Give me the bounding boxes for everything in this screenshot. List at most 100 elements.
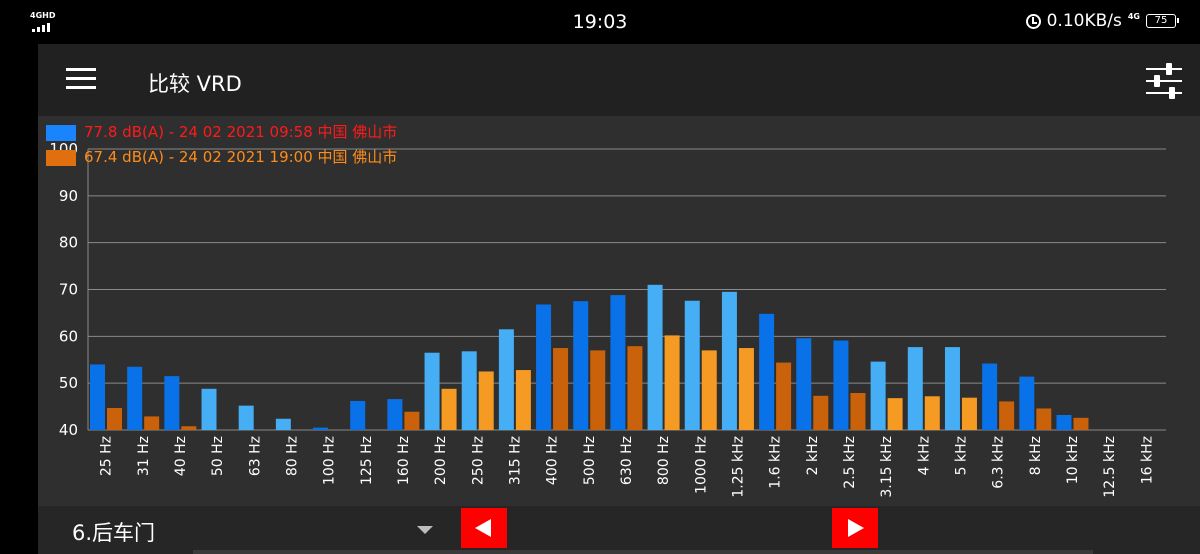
chart-legend: 77.8 dB(A) - 24 02 2021 09:58 中国 佛山市 67.… xyxy=(46,120,397,170)
bar-series-1 xyxy=(944,347,960,430)
x-tick-label: 250 Hz xyxy=(470,436,486,485)
bar-series-1 xyxy=(313,427,329,430)
x-tick-label: 100 Hz xyxy=(322,436,338,485)
bar-series-1 xyxy=(721,291,737,430)
x-tick-label: 6.3 kHz xyxy=(991,436,1007,489)
x-tick-label: 50 Hz xyxy=(210,436,226,476)
app-toolbar: 比较 VRD xyxy=(38,44,1200,116)
bottom-bar: 6.后车门 xyxy=(38,506,1200,554)
bar-series-1 xyxy=(461,351,477,430)
next-button[interactable] xyxy=(832,508,878,548)
legend-item-series-1: 77.8 dB(A) - 24 02 2021 09:58 中国 佛山市 xyxy=(46,120,397,145)
page-title: 比较 VRD xyxy=(148,72,242,96)
bar-series-1 xyxy=(573,301,589,430)
bar-series-2 xyxy=(181,426,197,430)
x-tick-label: 25 Hz xyxy=(99,436,115,476)
bar-series-2 xyxy=(738,348,754,430)
x-tick-label: 125 Hz xyxy=(359,436,375,485)
bar-series-2 xyxy=(404,411,420,430)
y-tick-label: 80 xyxy=(59,234,78,252)
clock: 19:03 xyxy=(572,11,628,33)
x-tick-label: 80 Hz xyxy=(284,436,300,476)
x-tick-label: 800 Hz xyxy=(656,436,672,485)
bar-series-2 xyxy=(590,350,606,430)
x-tick-label: 3.15 kHz xyxy=(879,436,895,498)
network-type: 4GHD xyxy=(30,11,56,20)
x-tick-label: 16 kHz xyxy=(1139,436,1155,484)
legend-swatch-series-1 xyxy=(46,124,76,141)
bar-series-2 xyxy=(924,396,940,430)
status-bar: 4GHD 19:03 0.10KB/s 4G 75 xyxy=(0,0,1200,44)
legend-swatch-series-2 xyxy=(46,149,76,166)
bar-series-2 xyxy=(813,395,829,430)
x-tick-label: 2 kHz xyxy=(805,436,821,475)
legend-item-series-2: 67.4 dB(A) - 24 02 2021 19:00 中国 佛山市 xyxy=(46,145,397,170)
bar-series-2 xyxy=(107,407,122,430)
bar-series-2 xyxy=(701,350,717,430)
legend-label-series-2: 67.4 dB(A) - 24 02 2021 19:00 中国 佛山市 xyxy=(84,148,398,166)
status-right: 0.10KB/s 4G 75 xyxy=(1025,11,1179,31)
bar-series-1 xyxy=(90,364,105,430)
bar-series-1 xyxy=(238,405,254,430)
bar-series-2 xyxy=(887,398,903,430)
bar-series-1 xyxy=(201,388,217,430)
y-tick-label: 70 xyxy=(59,281,78,299)
divider xyxy=(193,550,1093,554)
x-tick-label: 40 Hz xyxy=(173,436,189,476)
bar-series-1 xyxy=(275,418,291,430)
bar-series-1 xyxy=(387,399,403,430)
sliders-icon xyxy=(1146,63,1182,99)
x-tick-label: 2.5 kHz xyxy=(842,436,858,489)
x-tick-label: 400 Hz xyxy=(545,436,561,485)
y-tick-label: 50 xyxy=(59,374,78,392)
bar-series-2 xyxy=(627,346,643,430)
group-label: 6.后车门 xyxy=(72,521,156,545)
x-tick-label: 500 Hz xyxy=(582,436,598,485)
menu-button[interactable] xyxy=(66,68,96,90)
settings-button[interactable] xyxy=(1144,62,1184,100)
bar-series-1 xyxy=(164,376,180,430)
x-tick-label: 1.25 kHz xyxy=(731,436,747,498)
bar-series-1 xyxy=(1019,376,1035,430)
bar-series-2 xyxy=(478,371,494,430)
bar-series-1 xyxy=(907,347,923,430)
network-speed: 0.10KB/s xyxy=(1046,11,1122,31)
x-tick-label: 63 Hz xyxy=(247,436,263,476)
x-tick-label: 1.6 kHz xyxy=(768,436,784,489)
bar-series-1 xyxy=(759,313,775,430)
dropdown-arrow-icon xyxy=(417,526,433,534)
bar-series-1 xyxy=(647,284,663,430)
y-tick-label: 40 xyxy=(59,421,78,439)
x-tick-label: 315 Hz xyxy=(507,436,523,485)
bar-series-1 xyxy=(870,361,886,430)
x-tick-label: 1000 Hz xyxy=(693,436,709,494)
bar-series-1 xyxy=(127,366,143,430)
y-tick-label: 60 xyxy=(59,327,78,345)
x-tick-label: 8 kHz xyxy=(1028,436,1044,475)
arrow-right-icon xyxy=(848,519,864,537)
x-tick-label: 4 kHz xyxy=(916,436,932,475)
bar-series-1 xyxy=(684,300,700,430)
network-4g-label: 4G xyxy=(1127,12,1140,21)
bar-series-2 xyxy=(1073,417,1089,430)
alarm-icon xyxy=(1025,13,1041,29)
x-tick-label: 5 kHz xyxy=(954,436,970,475)
battery-icon: 75 xyxy=(1146,14,1179,28)
bar-series-1 xyxy=(982,363,998,430)
bar-series-1 xyxy=(610,295,626,430)
bar-series-2 xyxy=(515,370,531,430)
bar-series-1 xyxy=(424,352,440,430)
bar-series-1 xyxy=(833,340,849,430)
x-tick-label: 200 Hz xyxy=(433,436,449,485)
x-tick-label: 10 kHz xyxy=(1065,436,1081,484)
bar-series-2 xyxy=(553,348,569,430)
bar-series-1 xyxy=(498,329,514,430)
x-tick-label: 12.5 kHz xyxy=(1102,436,1118,498)
legend-label-series-1: 77.8 dB(A) - 24 02 2021 09:58 中国 佛山市 xyxy=(84,123,398,141)
bar-series-2 xyxy=(999,401,1015,430)
group-dropdown[interactable]: 6.后车门 xyxy=(72,514,442,546)
bar-series-2 xyxy=(961,397,977,430)
previous-button[interactable] xyxy=(461,508,507,548)
